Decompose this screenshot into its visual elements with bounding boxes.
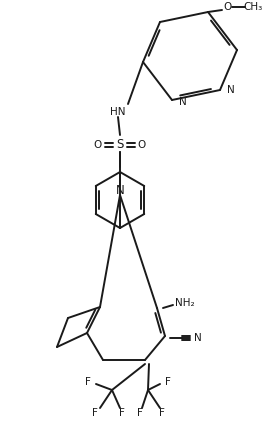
Text: O: O <box>94 140 102 150</box>
Text: N: N <box>227 85 235 95</box>
Text: N: N <box>116 183 124 197</box>
Text: CH₃: CH₃ <box>243 2 263 12</box>
Text: F: F <box>137 408 143 418</box>
Text: O: O <box>224 2 232 12</box>
Text: S: S <box>116 139 124 152</box>
Text: O: O <box>138 140 146 150</box>
Text: F: F <box>165 377 171 387</box>
Text: F: F <box>92 408 98 418</box>
Text: F: F <box>159 408 165 418</box>
Text: N: N <box>194 333 202 343</box>
Text: NH₂: NH₂ <box>175 298 195 308</box>
Text: HN: HN <box>110 107 126 117</box>
Text: F: F <box>119 408 125 418</box>
Text: N: N <box>179 97 187 107</box>
Text: F: F <box>85 377 91 387</box>
